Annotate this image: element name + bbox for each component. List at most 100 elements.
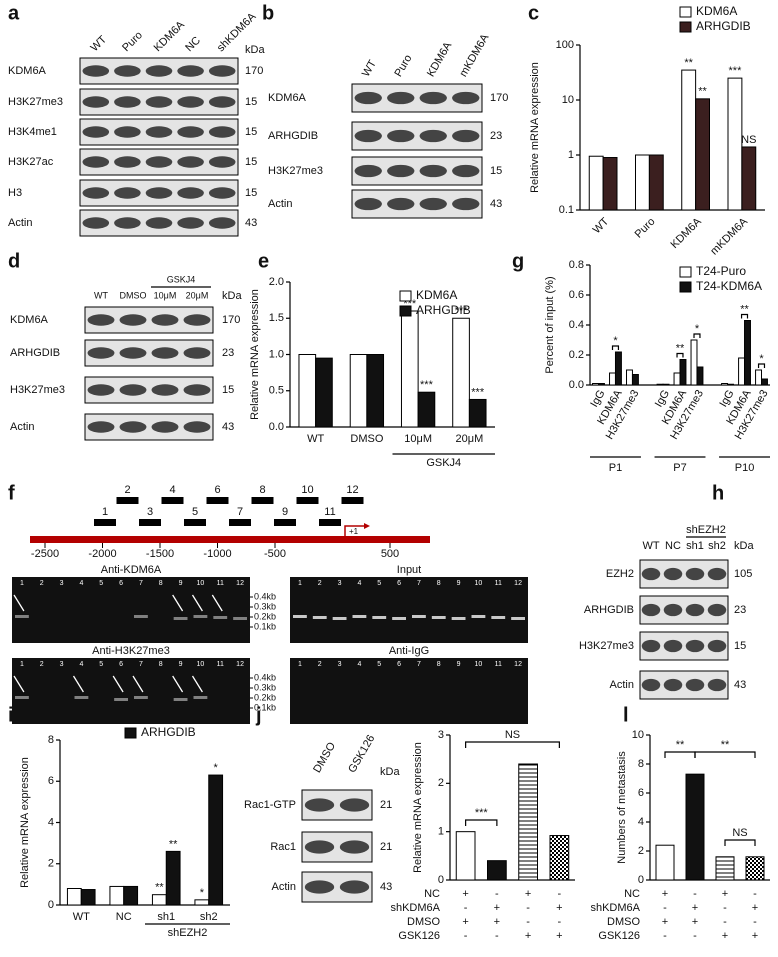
group-label: P7 <box>673 462 686 474</box>
bar <box>626 369 633 386</box>
gel-arrow <box>191 594 203 612</box>
gel-lane-label: 8 <box>159 580 163 587</box>
y-tick-label: 0.4 <box>569 319 584 331</box>
lane-label: sh2 <box>708 540 726 552</box>
significance-label: NS <box>741 134 756 146</box>
panel-letter: c <box>528 2 539 24</box>
marker-label: 0.3kb <box>254 601 276 611</box>
condition-sign: + <box>752 930 758 942</box>
kda-value: 23 <box>222 347 234 359</box>
bar <box>721 383 729 386</box>
y-tick-label: 0 <box>48 899 54 911</box>
lane-label: DMSO <box>311 740 338 775</box>
band <box>177 126 204 138</box>
gel-lane-label: 6 <box>397 661 401 668</box>
gel-band <box>15 615 29 618</box>
gel-band <box>352 615 367 618</box>
kda-value: 43 <box>380 881 392 893</box>
condition-sign: - <box>693 930 697 942</box>
condition-sign: - <box>558 916 562 928</box>
y-axis-label: Percent of input (%) <box>544 276 556 373</box>
condition-sign: + <box>525 930 531 942</box>
bar <box>315 357 333 428</box>
significance-label: ** <box>721 739 730 751</box>
band <box>119 347 147 359</box>
band <box>208 126 236 138</box>
band <box>685 567 705 581</box>
y-tick-label: 2 <box>638 845 644 857</box>
legend-swatch <box>679 266 692 278</box>
bar <box>518 763 538 881</box>
significance-label: *** <box>420 379 434 391</box>
bar <box>685 773 705 881</box>
fragment <box>94 519 116 526</box>
condition-sign: - <box>464 902 468 914</box>
band <box>707 639 727 653</box>
gel-band <box>372 616 387 619</box>
bar <box>194 899 210 906</box>
gel-title: Anti-IgG <box>389 645 429 657</box>
group-label: P10 <box>735 462 755 474</box>
significance-bracket <box>465 819 498 826</box>
significance-label: * <box>200 887 205 899</box>
marker-label: 0.2kb <box>254 611 276 621</box>
gel-lane-label: 5 <box>99 661 103 668</box>
bar <box>602 157 618 211</box>
band <box>707 567 727 581</box>
band <box>145 65 173 77</box>
panel-letter: l <box>623 704 629 726</box>
kda-value: 43 <box>222 421 234 433</box>
x-tick-label: 10μM <box>404 433 432 445</box>
band <box>177 96 204 108</box>
lane-label: 10μM <box>154 290 177 300</box>
y-axis-label: Relative mRNA expression <box>529 62 541 193</box>
tss-label: +1 <box>349 527 359 536</box>
gel-arrow <box>172 594 184 612</box>
y-tick-label: 8 <box>638 758 644 770</box>
gel-lane-label: 6 <box>397 580 401 587</box>
fragment-label: 5 <box>192 506 198 518</box>
band <box>663 678 683 692</box>
kda-value: 21 <box>380 841 392 853</box>
band <box>641 639 661 653</box>
gel-lane-label: 12 <box>236 580 244 587</box>
y-tick-label: 0.0 <box>569 379 584 391</box>
gel-title: Anti-H3K27me3 <box>92 645 170 657</box>
significance-bracket <box>693 333 701 338</box>
condition-name: NC <box>624 888 640 900</box>
gel-lane-label: 7 <box>417 661 421 668</box>
kda-value: 15 <box>490 165 502 177</box>
fragment <box>296 497 319 504</box>
y-tick-label: 2 <box>48 858 54 870</box>
significance-bracket <box>740 313 749 319</box>
gel-lane-label: 2 <box>318 580 322 587</box>
band <box>452 197 480 211</box>
gel-band <box>193 696 208 699</box>
kda-label: kDa <box>245 44 265 56</box>
condition-sign: - <box>753 888 757 900</box>
gel-lane-label: 4 <box>79 580 83 587</box>
band <box>114 156 141 168</box>
bar <box>690 339 698 386</box>
significance-label: *** <box>471 386 485 398</box>
significance-label: ** <box>676 739 685 751</box>
gel-lane-label: 3 <box>338 661 342 668</box>
gel-arrow <box>112 675 124 693</box>
bar <box>695 98 710 211</box>
x-tick-label: mKDM6A <box>708 215 750 257</box>
condition-sign: + <box>494 916 500 928</box>
band <box>87 421 115 433</box>
gel-lane-label: 10 <box>197 580 205 587</box>
scale-label: -1500 <box>146 548 174 560</box>
promoter-bar <box>30 536 430 543</box>
x-tick-label: WT <box>307 433 324 445</box>
bar <box>400 310 419 428</box>
y-tick-label: 0.1 <box>559 204 574 216</box>
lane-label: 20μM <box>186 290 209 300</box>
protein-name: ARHGDIB <box>10 347 60 359</box>
band <box>151 314 179 326</box>
y-axis-label: Numbers of metastasis <box>616 751 628 864</box>
gel-lane-label: 3 <box>60 580 64 587</box>
protein-name: Actin <box>610 679 634 691</box>
gel-lane-label: 11 <box>495 580 502 587</box>
